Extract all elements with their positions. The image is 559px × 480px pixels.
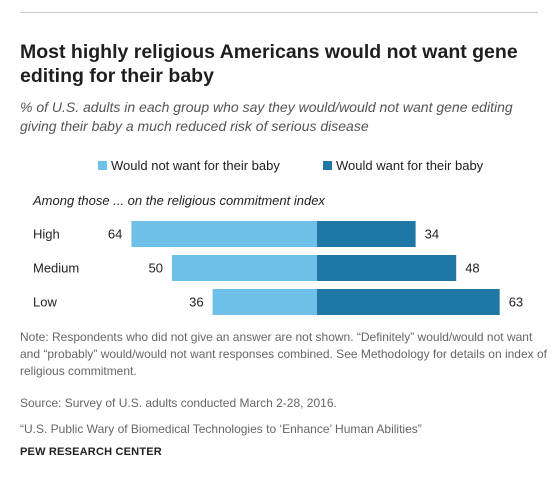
category-label-high: High [33, 227, 60, 242]
value-label-would-want-low: 63 [509, 295, 523, 310]
chart-source: Source: Survey of U.S. adults conducted … [20, 396, 337, 410]
group-label: Among those ... on the religious commitm… [33, 193, 325, 208]
top-divider [20, 12, 538, 13]
chart-note: Note: Respondents who did not give an an… [20, 330, 547, 378]
chart-subtitle: % of U.S. adults in each group who say t… [20, 99, 513, 134]
bar-would-not-want-low [212, 289, 317, 315]
legend-label-would-not-want: Would not want for their baby [111, 158, 280, 173]
category-label-low: Low [33, 295, 57, 310]
legend-item-would-not-want: Would not want for their baby [98, 158, 280, 173]
report-citation: “U.S. Public Wary of Biomedical Technolo… [20, 422, 422, 436]
legend-swatch-would-not-want [98, 161, 107, 170]
bar-would-want-medium [317, 255, 457, 281]
legend-label-would-want: Would want for their baby [336, 158, 484, 173]
value-label-would-not-want-low: 36 [189, 295, 203, 310]
value-label-would-want-high: 34 [425, 227, 439, 242]
bar-would-not-want-high [131, 221, 317, 247]
value-label-would-not-want-high: 64 [108, 227, 122, 242]
organization-name: PEW RESEARCH CENTER [20, 446, 162, 458]
legend-item-would-want: Would want for their baby [323, 158, 483, 173]
chart-title: Most highly religious Americans would no… [20, 41, 518, 87]
bar-would-want-low [317, 289, 500, 315]
bar-would-not-want-medium [172, 255, 317, 281]
value-label-would-want-medium: 48 [465, 261, 479, 276]
legend-swatch-would-want [323, 161, 332, 170]
bar-would-want-high [317, 221, 416, 247]
diverging-bar-chart: High 64 34 Medium 50 48 Low 36 63 [33, 221, 523, 315]
value-label-would-not-want-medium: 50 [149, 261, 163, 276]
category-label-medium: Medium [33, 261, 79, 276]
